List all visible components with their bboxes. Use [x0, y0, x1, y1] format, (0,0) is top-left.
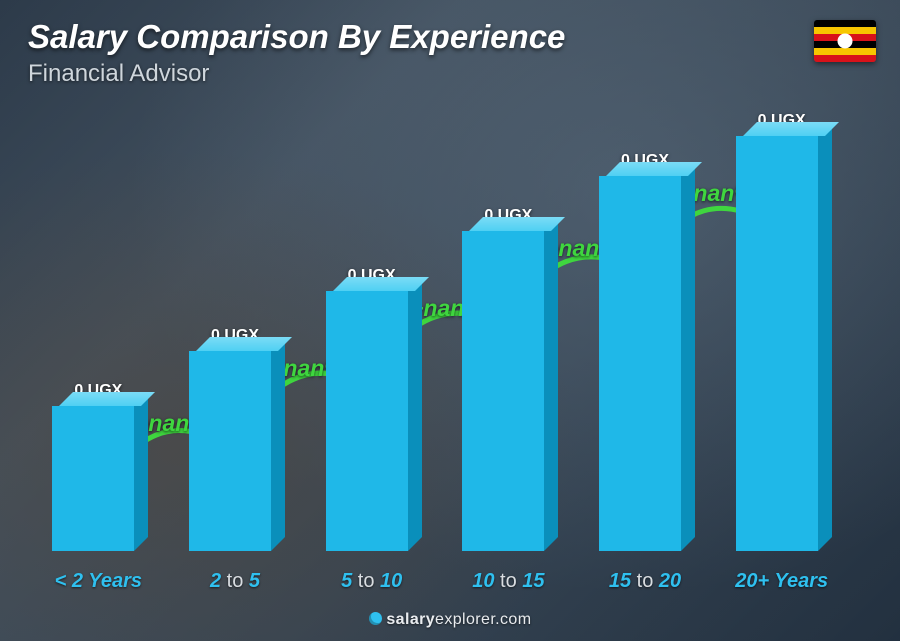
x-axis-label: 20+ Years — [713, 570, 850, 593]
bar — [462, 231, 554, 551]
bar — [736, 136, 828, 551]
logo-icon — [369, 612, 382, 625]
bar — [326, 291, 418, 551]
bar-top — [469, 217, 565, 231]
bar-front — [462, 231, 544, 551]
bar — [189, 351, 281, 551]
bar-front — [736, 136, 818, 551]
bar-chart: +nan%+nan%+nan%+nan%+nan% 0 UGX0 UGX0 UG… — [30, 100, 850, 551]
bar-slot: 0 UGX — [713, 100, 850, 551]
country-flag-icon — [814, 20, 876, 62]
flag-stripe — [814, 48, 876, 55]
flag-stripe — [814, 55, 876, 62]
bar-side — [818, 122, 832, 551]
bar-front — [189, 351, 271, 551]
footer-tld: .com — [495, 611, 531, 628]
x-axis-label: 15 to 20 — [577, 570, 714, 593]
bar-side — [408, 277, 422, 551]
bar-side — [271, 337, 285, 551]
flag-disc — [838, 34, 853, 49]
bar-top — [743, 122, 839, 136]
x-axis-label: 5 to 10 — [303, 570, 440, 593]
bar-top — [59, 392, 155, 406]
bar — [52, 406, 144, 551]
bar-slot: 0 UGX — [167, 100, 304, 551]
page-subtitle: Financial Advisor — [28, 60, 209, 88]
bar-slot: 0 UGX — [440, 100, 577, 551]
bar-slot: 0 UGX — [577, 100, 714, 551]
bar — [599, 176, 691, 551]
bars-row: 0 UGX0 UGX0 UGX0 UGX0 UGX0 UGX — [30, 100, 850, 551]
bar-side — [681, 162, 695, 551]
bar-front — [326, 291, 408, 551]
x-axis-label: 2 to 5 — [167, 570, 304, 593]
footer-brand-tail: explorer — [435, 611, 495, 628]
bar-top — [333, 277, 429, 291]
x-axis-label: 10 to 15 — [440, 570, 577, 593]
bar-side — [544, 217, 558, 551]
bar-top — [606, 162, 702, 176]
x-axis: < 2 Years2 to 55 to 1010 to 1515 to 2020… — [30, 570, 850, 593]
footer-brand: salary — [382, 611, 436, 628]
bar-side — [134, 392, 148, 551]
bar-front — [599, 176, 681, 551]
x-axis-label: < 2 Years — [30, 570, 167, 593]
bar-front — [52, 406, 134, 551]
flag-stripe — [814, 20, 876, 27]
bar-slot: 0 UGX — [303, 100, 440, 551]
footer-attribution: salaryexplorer.com — [0, 611, 900, 629]
page-title: Salary Comparison By Experience — [28, 18, 565, 56]
bar-top — [196, 337, 292, 351]
infographic-container: Salary Comparison By Experience Financia… — [0, 0, 900, 641]
bar-slot: 0 UGX — [30, 100, 167, 551]
